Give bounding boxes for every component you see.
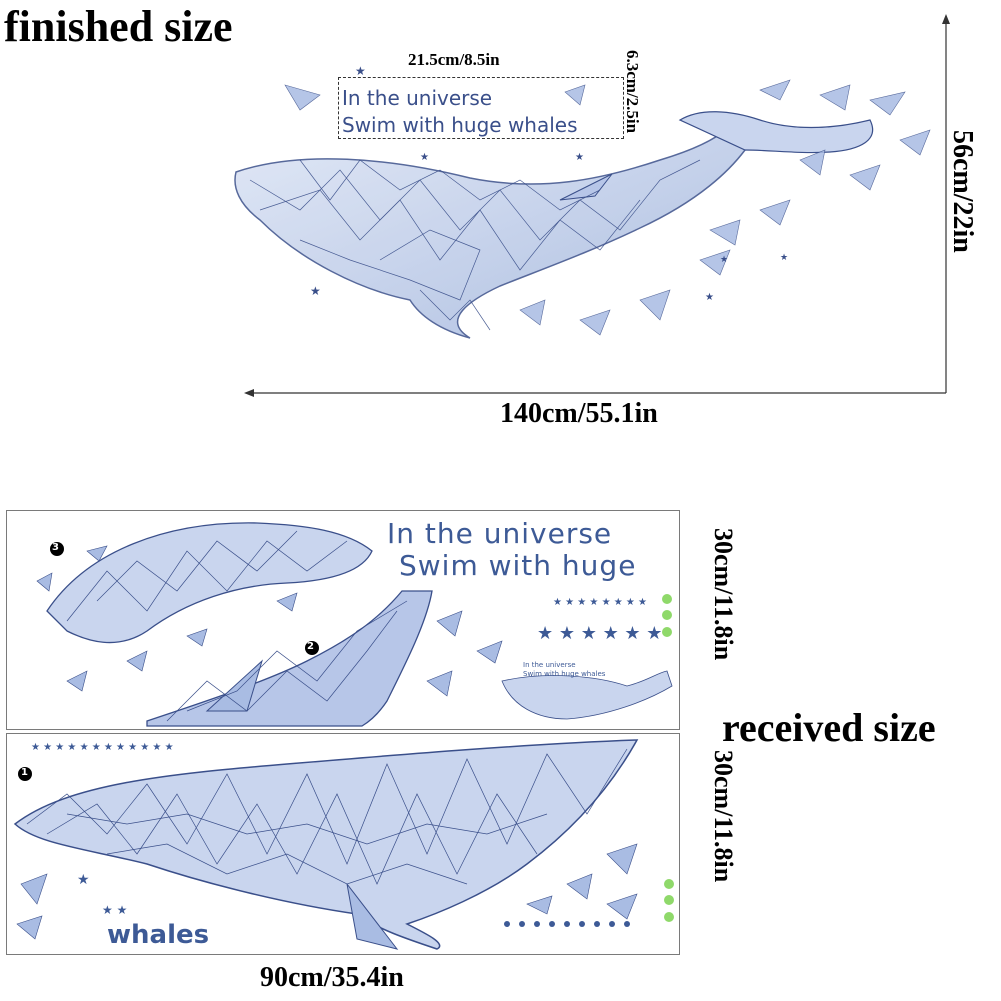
star-icon: ★ ★ ★ ★ ★ ★ ★ ★ ★ ★ ★ ★ ★ ★	[537, 597, 662, 644]
svg-text:★: ★	[420, 152, 429, 163]
finished-width-label: 140cm/55.1in	[500, 398, 658, 429]
star-icon: ★ ★ ★ ★ ★ ★ ★	[310, 64, 788, 303]
received-width-label: 90cm/35.4in	[260, 962, 404, 993]
svg-text:★ ★ ★ ★ ★ ★ ★ ★: ★ ★ ★ ★ ★ ★ ★ ★	[553, 597, 647, 608]
svg-text:★ ★: ★ ★	[102, 903, 127, 917]
svg-text:★ ★ ★ ★ ★ ★ ★ ★ ★ ★ ★ ★: ★ ★ ★ ★ ★ ★ ★ ★ ★ ★ ★ ★	[31, 742, 174, 753]
preview-phrase-line-1: In the universe	[523, 661, 576, 669]
sticker-sheet-top: ★ ★ ★ ★ ★ ★ ★ ★ ★ ★ ★ ★ ★ ★ 3 2 In the u…	[6, 510, 680, 730]
sticker-phrase-line-2: Swim with huge	[399, 549, 637, 582]
bottom-sheet-height-label: 30cm/11.8in	[709, 750, 738, 883]
piece-number-badge-2: 2	[307, 641, 314, 652]
received-size-heading: received size	[722, 705, 936, 750]
sticker-sheet-bottom: ★ ★ ★ ★ ★ ★ ★ ★ ★ ★ ★ ★ ★ ★ ★ 1 whales	[6, 733, 680, 955]
text-box-width-label: 21.5cm/8.5in	[408, 50, 500, 69]
text-phrase-box	[338, 77, 624, 139]
sticker-phrase-line-1: In the universe	[387, 517, 613, 550]
svg-text:★: ★	[355, 64, 366, 78]
svg-text:★: ★	[310, 284, 321, 298]
phrase-line-1: In the universe	[342, 86, 493, 110]
svg-text:★ ★ ★ ★ ★ ★: ★ ★ ★ ★ ★ ★	[537, 623, 662, 644]
bottom-sheet-whale-illustration: ★ ★ ★ ★ ★ ★ ★ ★ ★ ★ ★ ★ ★ ★ ★	[13, 739, 674, 950]
piece-number-badge-3: 3	[52, 542, 59, 553]
preview-phrase-line-2: Swim with huge whales	[523, 670, 606, 678]
text-box-height-label: 6.3cm/2.5in	[623, 50, 642, 134]
svg-text:★: ★	[780, 253, 788, 263]
glow-dot-icon	[662, 594, 672, 637]
svg-text:★: ★	[705, 292, 714, 303]
star-icon: ★ ★ ★ ★ ★ ★ ★ ★ ★ ★ ★ ★ ★ ★ ★	[31, 742, 174, 917]
top-sheet-height-label: 30cm/11.8in	[709, 528, 738, 661]
svg-text:★: ★	[575, 152, 584, 163]
sticker-word-whales: whales	[107, 920, 210, 950]
top-sheet-whale-illustration: ★ ★ ★ ★ ★ ★ ★ ★ ★ ★ ★ ★ ★ ★	[36, 522, 673, 727]
phrase-line-2: Swim with huge whales	[342, 113, 578, 137]
svg-text:★: ★	[77, 872, 90, 888]
svg-text:★: ★	[720, 255, 728, 265]
finished-size-heading: finished size	[4, 2, 233, 51]
glow-dot-icon	[664, 879, 674, 922]
piece-number-badge-1: 1	[21, 767, 28, 778]
finished-height-label: 56cm/22in	[947, 130, 978, 253]
